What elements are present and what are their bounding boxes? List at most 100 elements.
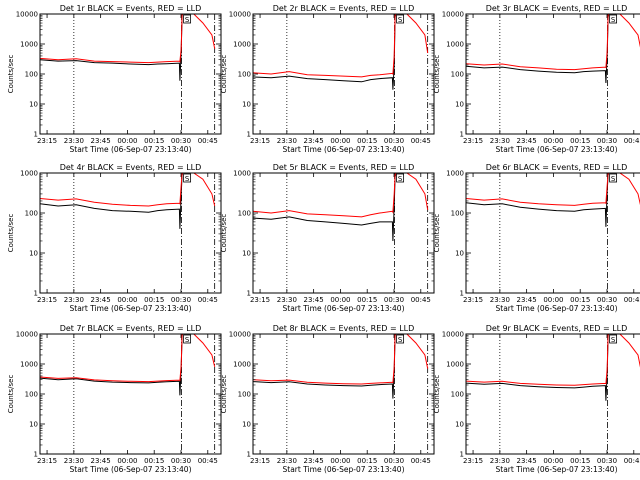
x-tick-label: 00:00: [117, 457, 137, 465]
series-line-events: [465, 172, 610, 227]
marker-label: S: [185, 175, 190, 183]
panel-title: Det 7r BLACK = Events, RED = LLD: [60, 324, 202, 333]
x-tick-label: 23:30: [490, 137, 510, 145]
x-tick-label: 23:45: [517, 296, 537, 304]
x-tick-label: 23:15: [37, 137, 57, 145]
y-tick-label: 10: [242, 250, 251, 258]
panel-title: Det 2r BLACK = Events, RED = LLD: [273, 4, 415, 13]
y-tick-label: 10000: [229, 11, 251, 19]
marker-box: [396, 173, 405, 183]
detector-panel-6: Det 6r BLACK = Events, RED = LLD S 23:15 23…: [433, 163, 640, 313]
x-tick-label: 00:30: [171, 457, 191, 465]
series-line-events: [465, 13, 610, 84]
y-tick-label: 1: [460, 290, 464, 298]
y-tick-label: 100: [451, 391, 464, 399]
marker-label: S: [398, 175, 403, 183]
detector-panel-5: Det 5r BLACK = Events, RED = LLD S 23:15 23…: [220, 163, 435, 313]
marker-box: [609, 334, 618, 344]
x-tick-label: 23:45: [304, 457, 324, 465]
y-tick-label: 1: [247, 451, 251, 459]
x-axis-label: Start Time (06-Sep-07 23:13:40): [283, 145, 405, 154]
plot-frame: [39, 333, 222, 455]
y-axis-label: Counts/sec: [433, 375, 441, 414]
x-tick-label: 00:00: [117, 296, 137, 304]
y-tick-label: 10: [29, 421, 38, 429]
marker-label: S: [611, 175, 616, 183]
y-tick-label: 100: [451, 71, 464, 79]
marker-box: [609, 173, 618, 183]
x-tick-label: 23:30: [277, 296, 297, 304]
marker-label: S: [185, 336, 190, 344]
x-axis-label: Start Time (06-Sep-07 23:13:40): [70, 304, 192, 313]
x-tick-label: 23:45: [91, 137, 111, 145]
y-tick-label: 1: [247, 131, 251, 139]
plot-frame: [252, 333, 435, 455]
x-tick-label: 00:15: [357, 457, 377, 465]
y-tick-label: 10: [29, 101, 38, 109]
series-line-lld: [465, 333, 640, 386]
detector-panel-4: Det 4r BLACK = Events, RED = LLD S 23:15 23…: [7, 163, 222, 313]
x-tick-label: 00:30: [171, 137, 191, 145]
y-axis-label: Counts/sec: [7, 214, 15, 253]
y-tick-label: 1000: [233, 41, 251, 49]
panel-title: Det 3r BLACK = Events, RED = LLD: [486, 4, 628, 13]
y-tick-label: 10: [455, 101, 464, 109]
x-tick-label: 23:30: [64, 296, 84, 304]
y-tick-label: 10: [455, 250, 464, 258]
x-tick-label: 00:45: [198, 296, 218, 304]
series-line-events: [39, 172, 184, 229]
x-tick-label: 00:30: [597, 137, 617, 145]
x-tick-label: 23:45: [304, 137, 324, 145]
marker-box: [183, 14, 192, 24]
series-line-events: [252, 172, 397, 242]
x-tick-label: 00:45: [624, 457, 640, 465]
x-axis-label: Start Time (06-Sep-07 23:13:40): [496, 465, 618, 474]
x-tick-label: 00:15: [570, 137, 590, 145]
x-tick-label: 00:30: [171, 296, 191, 304]
y-tick-label: 1: [460, 131, 464, 139]
series-line-lld: [252, 333, 429, 385]
x-tick-label: 00:00: [330, 296, 350, 304]
y-tick-label: 1000: [20, 361, 38, 369]
plot-frame: [465, 172, 640, 294]
y-tick-label: 100: [238, 391, 251, 399]
x-tick-label: 00:15: [144, 296, 164, 304]
x-tick-label: 23:15: [37, 296, 57, 304]
y-axis-label: Counts/sec: [433, 214, 441, 253]
x-axis-label: Start Time (06-Sep-07 23:13:40): [283, 465, 405, 474]
x-tick-label: 23:30: [64, 457, 84, 465]
plot-frame: [252, 172, 435, 294]
x-tick-label: 00:00: [543, 457, 563, 465]
x-tick-label: 00:30: [384, 137, 404, 145]
x-tick-label: 00:30: [597, 296, 617, 304]
x-tick-label: 23:15: [250, 296, 270, 304]
y-axis-label: Counts/sec: [220, 214, 228, 253]
series-line-lld: [39, 333, 216, 383]
x-tick-label: 23:15: [250, 137, 270, 145]
marker-box: [396, 14, 405, 24]
panel-title: Det 6r BLACK = Events, RED = LLD: [486, 163, 628, 172]
y-tick-label: 1000: [233, 170, 251, 178]
y-tick-label: 1000: [233, 361, 251, 369]
marker-box: [183, 334, 192, 344]
x-tick-label: 23:15: [463, 457, 483, 465]
series-line-events: [252, 333, 397, 399]
y-tick-label: 10000: [16, 331, 38, 339]
x-tick-label: 23:15: [463, 296, 483, 304]
y-tick-label: 10: [455, 421, 464, 429]
y-tick-label: 1: [34, 451, 38, 459]
y-tick-label: 10000: [16, 11, 38, 19]
x-tick-label: 23:30: [490, 296, 510, 304]
plot-frame: [39, 172, 222, 294]
marker-label: S: [398, 16, 403, 24]
plot-frame: [39, 13, 222, 135]
panel-title: Det 8r BLACK = Events, RED = LLD: [273, 324, 415, 333]
detector-panel-7: Det 7r BLACK = Events, RED = LLD S 23:15 23…: [7, 324, 222, 474]
y-tick-label: 1: [34, 290, 38, 298]
panel-title: Det 5r BLACK = Events, RED = LLD: [273, 163, 415, 172]
x-tick-label: 23:15: [463, 137, 483, 145]
x-tick-label: 00:15: [144, 137, 164, 145]
detector-panel-3: Det 3r BLACK = Events, RED = LLD S 23:15 23…: [433, 4, 640, 154]
marker-label: S: [398, 336, 403, 344]
x-tick-label: 00:00: [543, 137, 563, 145]
